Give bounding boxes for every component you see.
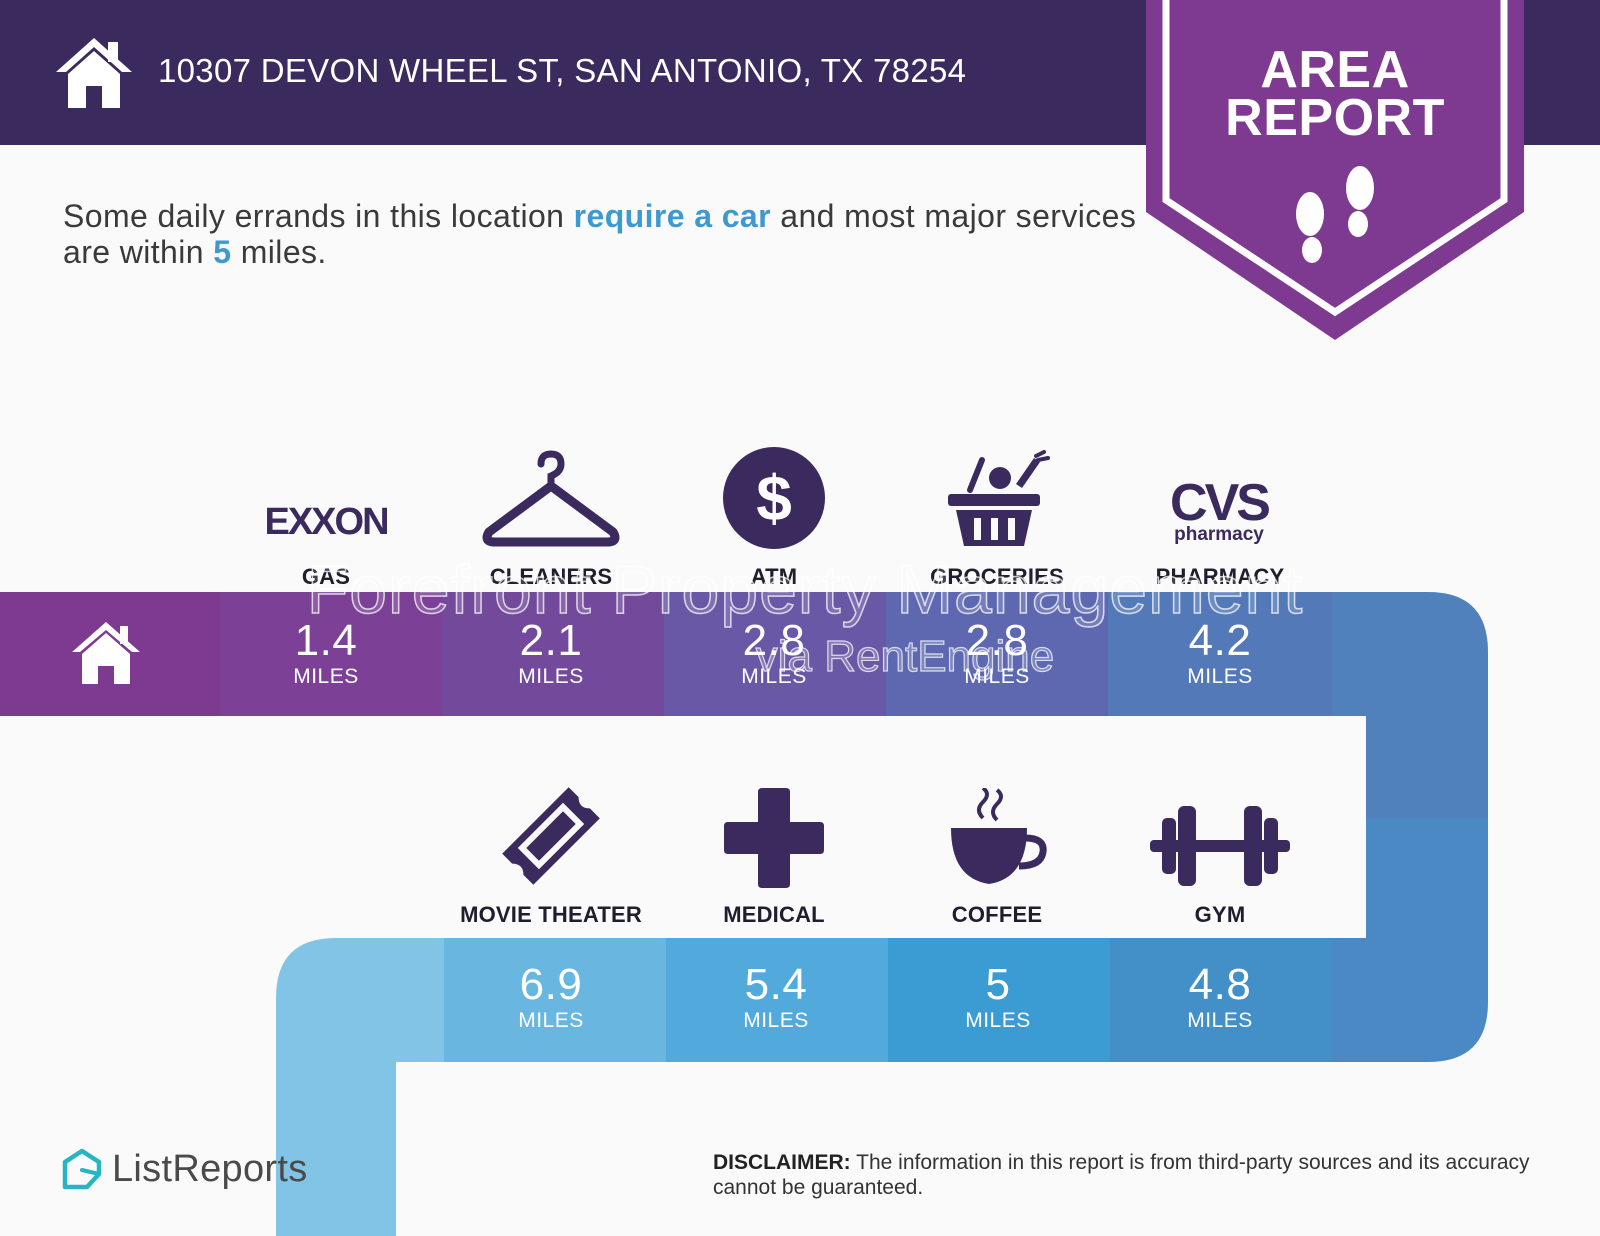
amenity-gym: GYM [1110, 778, 1330, 928]
amenity-label: ATM [750, 564, 798, 589]
cvs-logo-sub: pharmacy [1174, 524, 1264, 545]
distance-value: 6.9 [519, 960, 583, 1009]
property-address: 10307 DEVON WHEEL ST, SAN ANTONIO, TX 78… [158, 52, 967, 89]
distance-unit: MILES [293, 665, 359, 688]
distance-value: 2.8 [965, 616, 1029, 665]
disclaimer-text: The information in this report is from t… [713, 1151, 1530, 1199]
intro-part-2: and most major services are within [63, 198, 1137, 270]
listreports-wordmark: ListReports [112, 1147, 308, 1190]
distance-unit: MILES [743, 1009, 809, 1032]
listreports-logo: ListReports [62, 1146, 322, 1192]
distance-value: 1.4 [294, 616, 358, 665]
ticket-icon [441, 778, 661, 888]
distance-gas: 1.4 MILES [216, 616, 436, 688]
distance-value: 4.2 [1188, 616, 1252, 665]
amenity-label: MOVIE THEATER [460, 902, 642, 927]
intro-text: Some daily errands in this location requ… [63, 198, 1163, 270]
coffee-cup-icon [887, 778, 1107, 888]
distance-pharmacy: 4.2 MILES [1110, 616, 1330, 688]
distance-gym: 4.8 MILES [1110, 960, 1330, 1032]
amenity-label: GROCERIES [930, 564, 1064, 589]
distance-groceries: 2.8 MILES [887, 616, 1107, 688]
amenity-medical: MEDICAL [664, 778, 884, 928]
distance-value: 5.4 [744, 960, 808, 1009]
cvs-pharmacy-logo: CVS pharmacy [1110, 440, 1330, 550]
medical-cross-icon [664, 778, 884, 888]
amenity-cleaners: CLEANERS [441, 440, 661, 590]
disclaimer: DISCLAIMER: The information in this repo… [713, 1150, 1553, 1200]
svg-text:$: $ [756, 462, 792, 534]
disclaimer-label: DISCLAIMER: [713, 1151, 851, 1174]
amenity-atm: $ ATM [664, 440, 884, 590]
amenity-gas: EXXON GAS [216, 440, 436, 590]
intro-highlight-car: require a car [573, 198, 771, 234]
distance-unit: MILES [518, 665, 584, 688]
exxon-logo-text: EXXON [264, 501, 387, 543]
hanger-icon [441, 440, 661, 550]
distance-unit: MILES [965, 1009, 1031, 1032]
dollar-icon: $ [664, 440, 884, 550]
exxon-logo: EXXON [216, 440, 436, 550]
area-report-title: AREA REPORT [1146, 41, 1524, 147]
intro-part-3: miles. [231, 234, 327, 270]
amenity-groceries: GROCERIES [887, 440, 1107, 590]
amenity-label: MEDICAL [723, 902, 825, 927]
dumbbell-icon [1110, 778, 1330, 888]
badge-line-1: AREA [1260, 41, 1410, 99]
cvs-logo-main: CVS [1170, 474, 1269, 532]
amenity-label: PHARMACY [1155, 564, 1285, 589]
footprints-icon [1296, 166, 1374, 263]
distance-value: 4.8 [1188, 960, 1252, 1009]
distance-unit: MILES [964, 665, 1030, 688]
watermark-line-2: via RentEngine [755, 631, 1055, 681]
distance-value: 2.1 [519, 616, 583, 665]
listreports-logo-icon [62, 1148, 102, 1190]
amenity-label: GYM [1194, 902, 1246, 927]
amenity-label: CLEANERS [489, 564, 613, 589]
distance-unit: MILES [518, 1009, 584, 1032]
amenity-coffee: COFFEE [887, 778, 1107, 928]
distance-unit: MILES [1187, 1009, 1253, 1032]
amenity-movie-theater: MOVIE THEATER [441, 778, 661, 928]
area-report-badge [1146, 0, 1524, 340]
distance-unit: MILES [741, 665, 807, 688]
distance-medical: 5.4 MILES [666, 960, 886, 1032]
watermark-line-1: Forefront Property Management [306, 551, 1304, 629]
distance-cleaners: 2.1 MILES [441, 616, 661, 688]
badge-line-2: REPORT [1225, 89, 1445, 147]
grocery-basket-icon [887, 440, 1107, 550]
amenity-label: COFFEE [951, 902, 1043, 927]
distance-unit: MILES [1187, 665, 1253, 688]
amenity-label: GAS [301, 564, 351, 589]
distance-value: 2.8 [742, 616, 806, 665]
house-icon [56, 38, 132, 108]
intro-highlight-miles: 5 [213, 234, 232, 270]
distance-coffee: 5 MILES [888, 960, 1108, 1032]
distance-movie-theater: 6.9 MILES [441, 960, 661, 1032]
amenity-pharmacy: CVS pharmacy PHARMACY [1110, 440, 1330, 590]
route-start-house-icon [72, 622, 140, 684]
distance-value: 5 [985, 960, 1011, 1009]
intro-part-1: Some daily errands in this location [63, 198, 574, 234]
distance-atm: 2.8 MILES [664, 616, 884, 688]
